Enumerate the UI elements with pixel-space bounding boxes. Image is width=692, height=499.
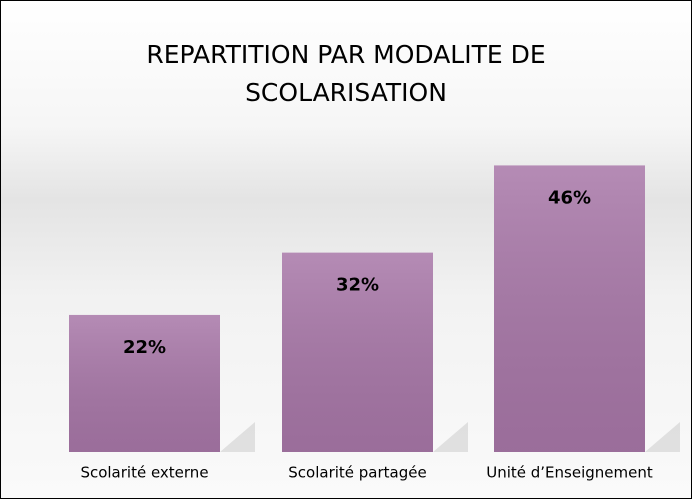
value-label: 22% [123,337,166,358]
bar-sheen [282,252,433,452]
bar-shadow [220,422,255,452]
bar-sheen [69,314,220,452]
value-label: 32% [336,275,379,296]
bar-shadow [433,422,468,452]
value-label: 46% [548,187,591,208]
chart-title: REPARTITION PAR MODALITE DE SCOLARISATIO… [146,40,546,107]
x-tick-label: Unité d’Enseignement [486,464,653,482]
bar-sheen [494,165,645,453]
x-tick-label: Scolarité externe [80,464,208,482]
x-tick-label: Scolarité partagée [288,464,426,482]
bar-shadow [645,422,680,452]
